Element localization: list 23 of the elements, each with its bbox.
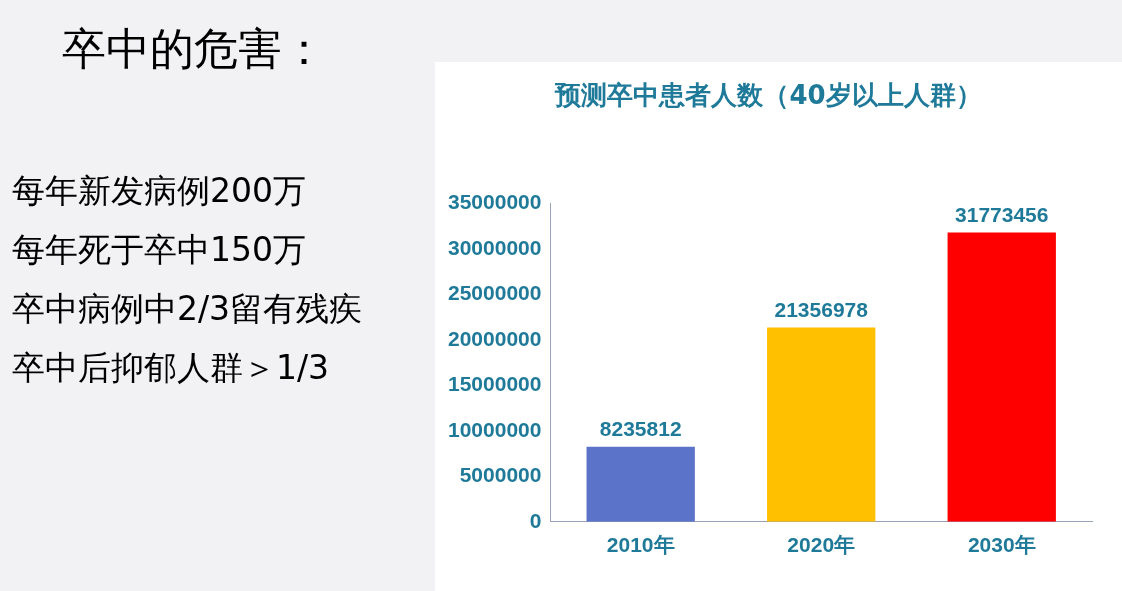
y-tick-label: 5000000 [459,463,542,487]
y-tick-label: 10000000 [448,417,542,441]
x-tick-label: 2020年 [787,533,856,557]
bar [947,232,1056,522]
text: 卒中后抑郁人群＞1/3 [12,347,331,389]
bar [586,446,695,522]
y-tick-label: 15000000 [448,372,542,396]
x-tick-label: 2010年 [606,533,675,557]
y-tick-label: 0 [529,508,542,532]
text: 每年新发病例200万 [12,170,307,212]
y-tick-label: 30000000 [448,235,542,259]
chart-title: 预测卒中患者人数（40岁以上人群） [554,80,982,111]
text: 卒中病例中2/3留有残疾 [12,288,364,330]
y-tick-label: 25000000 [448,281,542,305]
x-tick-label: 2030年 [967,533,1036,557]
y-tick-label: 20000000 [448,326,542,350]
text: 每年死于卒中150万 [12,229,307,271]
data-label: 8235812 [599,417,682,441]
text: 卒中的危害： [62,22,327,76]
y-tick-label: 35000000 [448,190,542,213]
data-label: 31773456 [955,202,1049,226]
data-label: 21356978 [774,297,869,321]
bar [767,327,876,522]
